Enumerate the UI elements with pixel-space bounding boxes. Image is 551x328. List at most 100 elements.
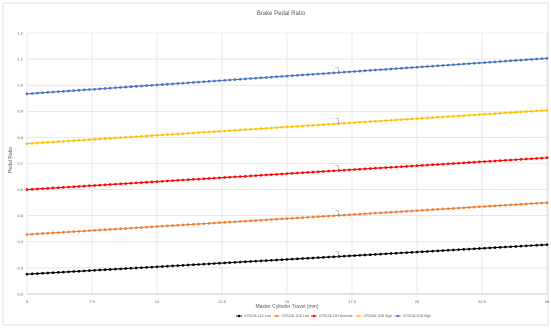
data-point <box>181 223 185 227</box>
data-point <box>426 163 429 167</box>
data-point <box>394 210 398 214</box>
data-point <box>270 258 273 262</box>
data-point <box>296 216 299 220</box>
data-point <box>379 68 382 72</box>
data-point <box>342 254 346 258</box>
data-point <box>82 269 86 273</box>
data-point <box>504 158 507 162</box>
data-point <box>238 77 242 81</box>
data-point <box>327 71 330 75</box>
data-point <box>467 62 471 65</box>
data-point <box>285 258 289 261</box>
data-point <box>36 91 39 95</box>
data-point <box>368 212 372 215</box>
data-point <box>150 265 154 269</box>
data-point <box>176 179 180 182</box>
data-point <box>483 61 486 64</box>
data-point <box>223 78 226 82</box>
data-point <box>270 173 273 176</box>
series-2 <box>25 201 549 236</box>
data-point <box>493 204 497 208</box>
data-point <box>134 226 138 230</box>
legend-swatch-marker <box>275 314 278 318</box>
data-point <box>389 118 393 122</box>
data-point <box>280 172 284 176</box>
data-point <box>514 158 518 162</box>
data-point <box>493 60 497 64</box>
data-point <box>233 261 237 264</box>
data-point <box>93 229 96 232</box>
data-point <box>192 131 195 135</box>
data-point <box>62 186 65 189</box>
data-point <box>389 210 393 214</box>
data-point <box>462 161 466 165</box>
data-point <box>134 181 138 185</box>
data-point <box>238 175 242 178</box>
data-point <box>212 130 216 133</box>
data-point <box>452 162 455 165</box>
data-point <box>519 202 523 206</box>
data-point <box>446 207 450 211</box>
data-point <box>316 170 320 174</box>
data-point <box>124 182 128 185</box>
data-point <box>374 119 377 123</box>
data-point <box>207 130 211 134</box>
data-point <box>124 85 128 89</box>
data-point <box>415 117 419 120</box>
data-point <box>166 179 169 183</box>
data-point <box>498 204 502 207</box>
data-point <box>186 81 190 85</box>
data-point <box>332 169 336 173</box>
data-point <box>415 164 419 168</box>
data-point <box>150 225 154 229</box>
data-point <box>426 250 429 253</box>
data-point <box>67 139 70 143</box>
data-point <box>389 165 393 169</box>
x-tick-label: 5 <box>26 299 29 304</box>
data-point <box>67 89 70 93</box>
data-point <box>540 156 544 160</box>
data-point <box>410 209 414 213</box>
data-point <box>108 268 112 271</box>
data-point <box>145 180 148 184</box>
data-point <box>436 249 440 253</box>
data-point <box>88 138 91 142</box>
series-lines <box>25 56 549 276</box>
data-point <box>51 140 55 144</box>
data-point <box>30 92 34 95</box>
data-point <box>322 256 325 259</box>
data-point <box>472 61 476 65</box>
data-point <box>301 124 304 128</box>
data-point <box>488 60 492 64</box>
data-point <box>155 83 159 87</box>
data-point <box>316 256 320 259</box>
data-point <box>493 246 497 249</box>
data-point <box>134 85 138 88</box>
data-point <box>524 110 528 113</box>
data-point <box>311 170 315 174</box>
data-point <box>342 168 346 172</box>
data-point <box>238 220 242 223</box>
data-point <box>140 134 143 138</box>
legend-label: CPS106-1DB High <box>403 314 431 318</box>
data-point <box>124 135 128 139</box>
data-point <box>98 183 102 187</box>
data-point <box>400 118 403 121</box>
data-point <box>103 228 107 232</box>
y-tick-label: 1.1 <box>17 57 23 62</box>
data-point <box>540 243 544 247</box>
data-point <box>108 183 112 186</box>
data-point <box>420 164 424 167</box>
series-1 <box>25 243 549 276</box>
data-point <box>67 270 70 274</box>
data-point <box>322 170 325 173</box>
data-point <box>77 88 81 92</box>
data-point <box>155 180 159 183</box>
data-point <box>535 243 538 247</box>
data-point <box>134 135 138 138</box>
data-point <box>140 226 143 229</box>
data-point <box>384 166 388 169</box>
data-point <box>62 270 65 274</box>
data-point <box>545 56 549 60</box>
data-point <box>514 59 518 62</box>
